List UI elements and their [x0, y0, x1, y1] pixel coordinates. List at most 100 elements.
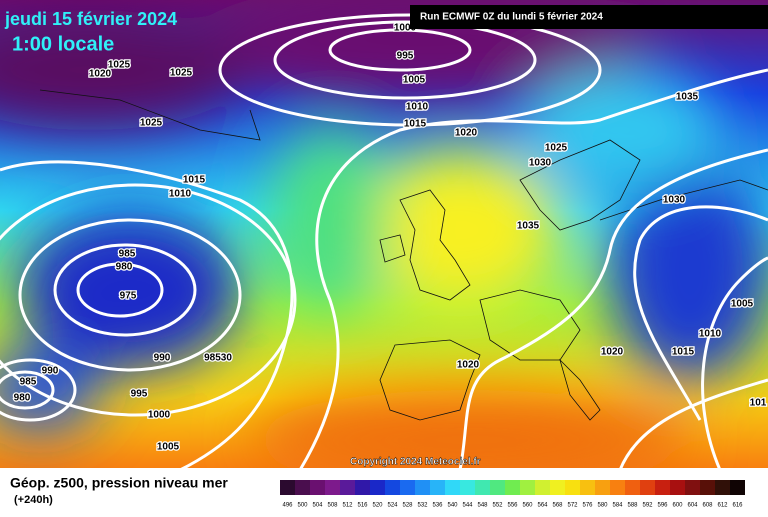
scale-swatch	[715, 480, 730, 495]
isobar-label: 990	[42, 366, 59, 377]
scale-label: 532	[417, 503, 428, 509]
footer-title: Géop. z500, pression niveau mer	[10, 475, 228, 491]
scale-label: 540	[447, 503, 458, 509]
scale-swatch	[640, 480, 655, 495]
isobar-label: 1025	[140, 118, 163, 129]
scale-label: 496	[282, 503, 293, 509]
scale-swatch	[385, 480, 400, 495]
isobar-label: 985	[119, 249, 136, 260]
run-box	[410, 5, 768, 29]
time: 1:00 locale	[12, 33, 114, 55]
footer-lead: (+240h)	[14, 494, 53, 506]
isobar-label: 1015	[183, 175, 206, 186]
isobar-label: 1025	[170, 68, 193, 79]
date: jeudi 15 février 2024	[4, 9, 177, 29]
isobar-label: 1005	[157, 442, 180, 453]
scale-swatch	[685, 480, 700, 495]
isobar-label: 1010	[699, 329, 722, 340]
scale-swatch	[370, 480, 385, 495]
run: Run ECMWF 0Z du lundi 5 février 2024	[420, 12, 603, 23]
scale-label: 524	[387, 503, 398, 509]
scale-swatch	[490, 480, 505, 495]
scale-label: 600	[672, 503, 683, 509]
scale-swatch	[415, 480, 430, 495]
scale-label: 508	[327, 503, 338, 509]
isobar-label: 1015	[404, 119, 427, 130]
scale-label: 588	[627, 503, 638, 509]
scale-label: 608	[702, 503, 713, 509]
scale-swatch	[475, 480, 490, 495]
copyright: Copyright 2024 Meteociel.fr	[350, 457, 481, 468]
scale-label: 552	[492, 503, 503, 509]
scale-swatch	[460, 480, 475, 495]
scale-swatch	[430, 480, 445, 495]
scale-label: 568	[552, 503, 563, 509]
scale-label: 528	[402, 503, 413, 509]
isobar-label: 1005	[403, 75, 426, 86]
isobar-label: 98530	[204, 353, 232, 364]
scale-swatch	[445, 480, 460, 495]
isobar-label: 1035	[517, 221, 540, 232]
scale-swatch	[295, 480, 310, 495]
scale-swatch	[355, 480, 370, 495]
scale-label: 564	[537, 503, 548, 509]
isobar-label: 1005	[731, 299, 754, 310]
scale-label: 536	[432, 503, 443, 509]
isobar-label: 1030	[529, 158, 552, 169]
isobar-label: 995	[131, 389, 148, 400]
color-scale: 496 500 504 508 512 516 520 524 528 532 536 540 544 5…	[280, 480, 745, 509]
scale-label: 500	[297, 503, 308, 509]
scale-label: 604	[687, 503, 698, 509]
scale-swatch	[400, 480, 415, 495]
isobar-label: 1030	[663, 195, 686, 206]
scale-swatch	[340, 480, 355, 495]
isobar-label: 1020	[457, 360, 480, 371]
scale-swatch	[550, 480, 565, 495]
scale-label: 556	[507, 503, 518, 509]
scale-label: 616	[732, 503, 743, 509]
scale-label: 544	[462, 503, 473, 509]
isobar-label: 990	[154, 353, 171, 364]
scale-swatch	[325, 480, 340, 495]
scale-label: 520	[372, 503, 383, 509]
isobar-label: 1010	[169, 189, 192, 200]
scale-swatch	[580, 480, 595, 495]
scale-swatch	[595, 480, 610, 495]
isobar-label: 1025	[545, 143, 568, 154]
scale-swatch	[535, 480, 550, 495]
scale-label: 580	[597, 503, 608, 509]
isobar-label: 975	[120, 291, 137, 302]
isobar-label: 1010	[406, 102, 429, 113]
scale-swatch	[655, 480, 670, 495]
isobar-label: 101	[750, 398, 767, 409]
isobar-label-layer: 1000995100510101015102010251030103510301…	[12, 21, 768, 454]
scale-label: 504	[312, 503, 323, 509]
isobar-label: 1020	[601, 347, 624, 358]
scale-label: 584	[612, 503, 623, 509]
scale-label: 560	[522, 503, 533, 509]
isobar-label: 1015	[672, 347, 695, 358]
scale-swatch	[505, 480, 520, 495]
scale-label: 548	[477, 503, 488, 509]
scale-label: 512	[342, 503, 353, 509]
isobar-label: 1020	[89, 69, 112, 80]
scale-label: 576	[582, 503, 593, 509]
isobar-label: 995	[397, 51, 414, 62]
scale-swatch	[700, 480, 715, 495]
scale-label: 572	[567, 503, 578, 509]
scale-swatch	[310, 480, 325, 495]
scale-swatch	[565, 480, 580, 495]
isobar-label: 985	[20, 377, 37, 388]
isobar-label: 980	[14, 393, 31, 404]
scale-swatch	[670, 480, 685, 495]
isobar-label: 980	[116, 262, 133, 273]
scale-swatch	[280, 480, 295, 495]
isobar-label: 1020	[455, 128, 478, 139]
scale-label: 612	[717, 503, 728, 509]
field	[0, 0, 768, 468]
scale-swatch	[625, 480, 640, 495]
isobar-label: 1035	[676, 92, 699, 103]
